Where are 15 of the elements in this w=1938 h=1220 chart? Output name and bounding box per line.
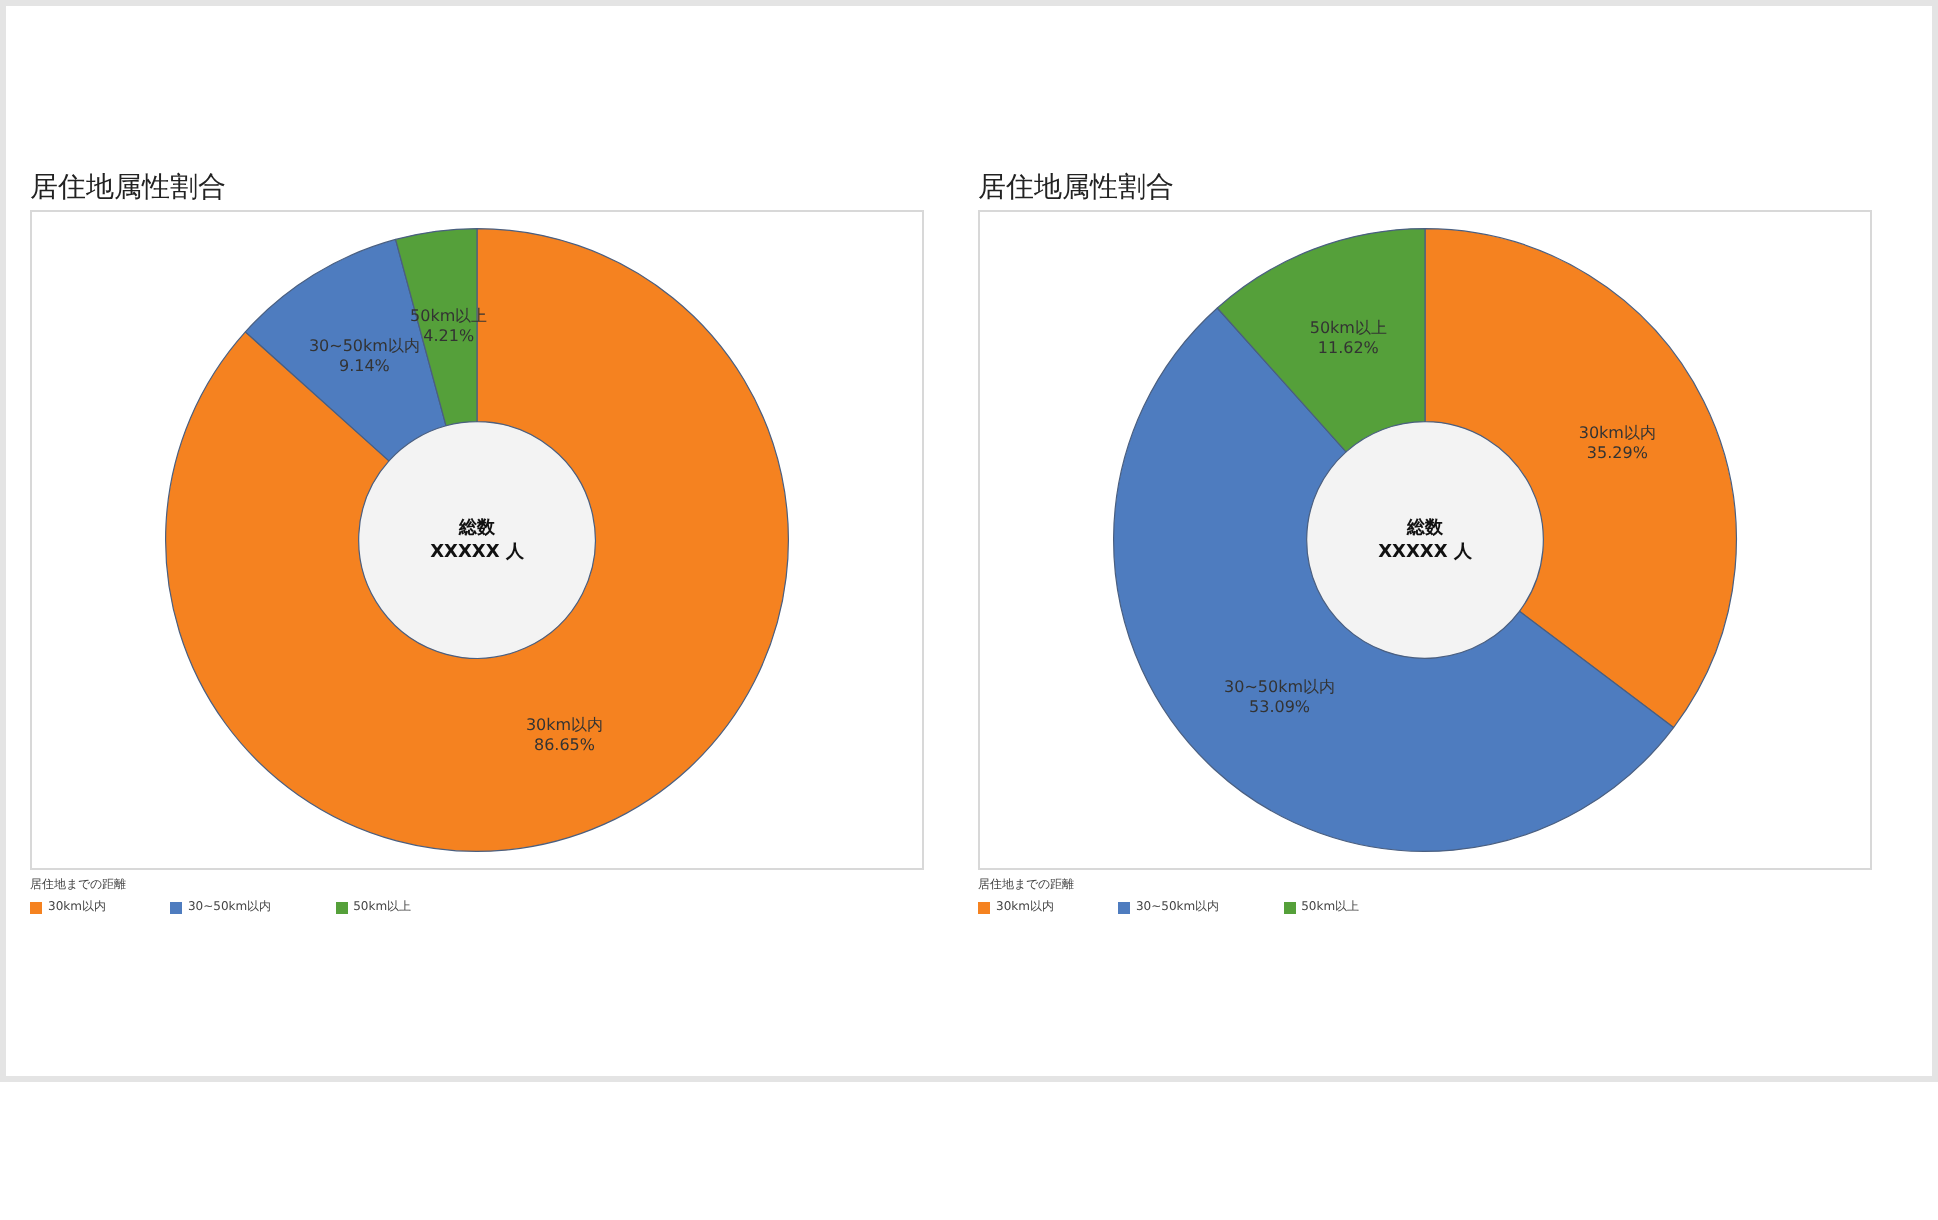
data-label: 53.09% [1249,698,1311,717]
chart-title: 居住地属性割合 [978,170,1176,208]
slice-label: 30km以内 [525,716,604,735]
chart-title: 居住地属性割合 [30,170,228,208]
slice-label: 50km以上 [1309,319,1387,338]
data-label: 86.65% [533,736,596,755]
data-label: 35.29% [1586,444,1649,463]
data-label: 4.21% [423,327,475,346]
text: 総数 XXXXX 人 [430,516,526,563]
text: 総数 XXXXX 人 [1378,516,1474,563]
data-label: 9.14% [338,357,391,376]
slice-label: 30~50km以内 [308,337,420,356]
slice-label: 30km以内 [1578,424,1656,443]
slice-label: 30~50km以内 [1224,678,1336,697]
data-label: 11.62% [1317,339,1380,358]
